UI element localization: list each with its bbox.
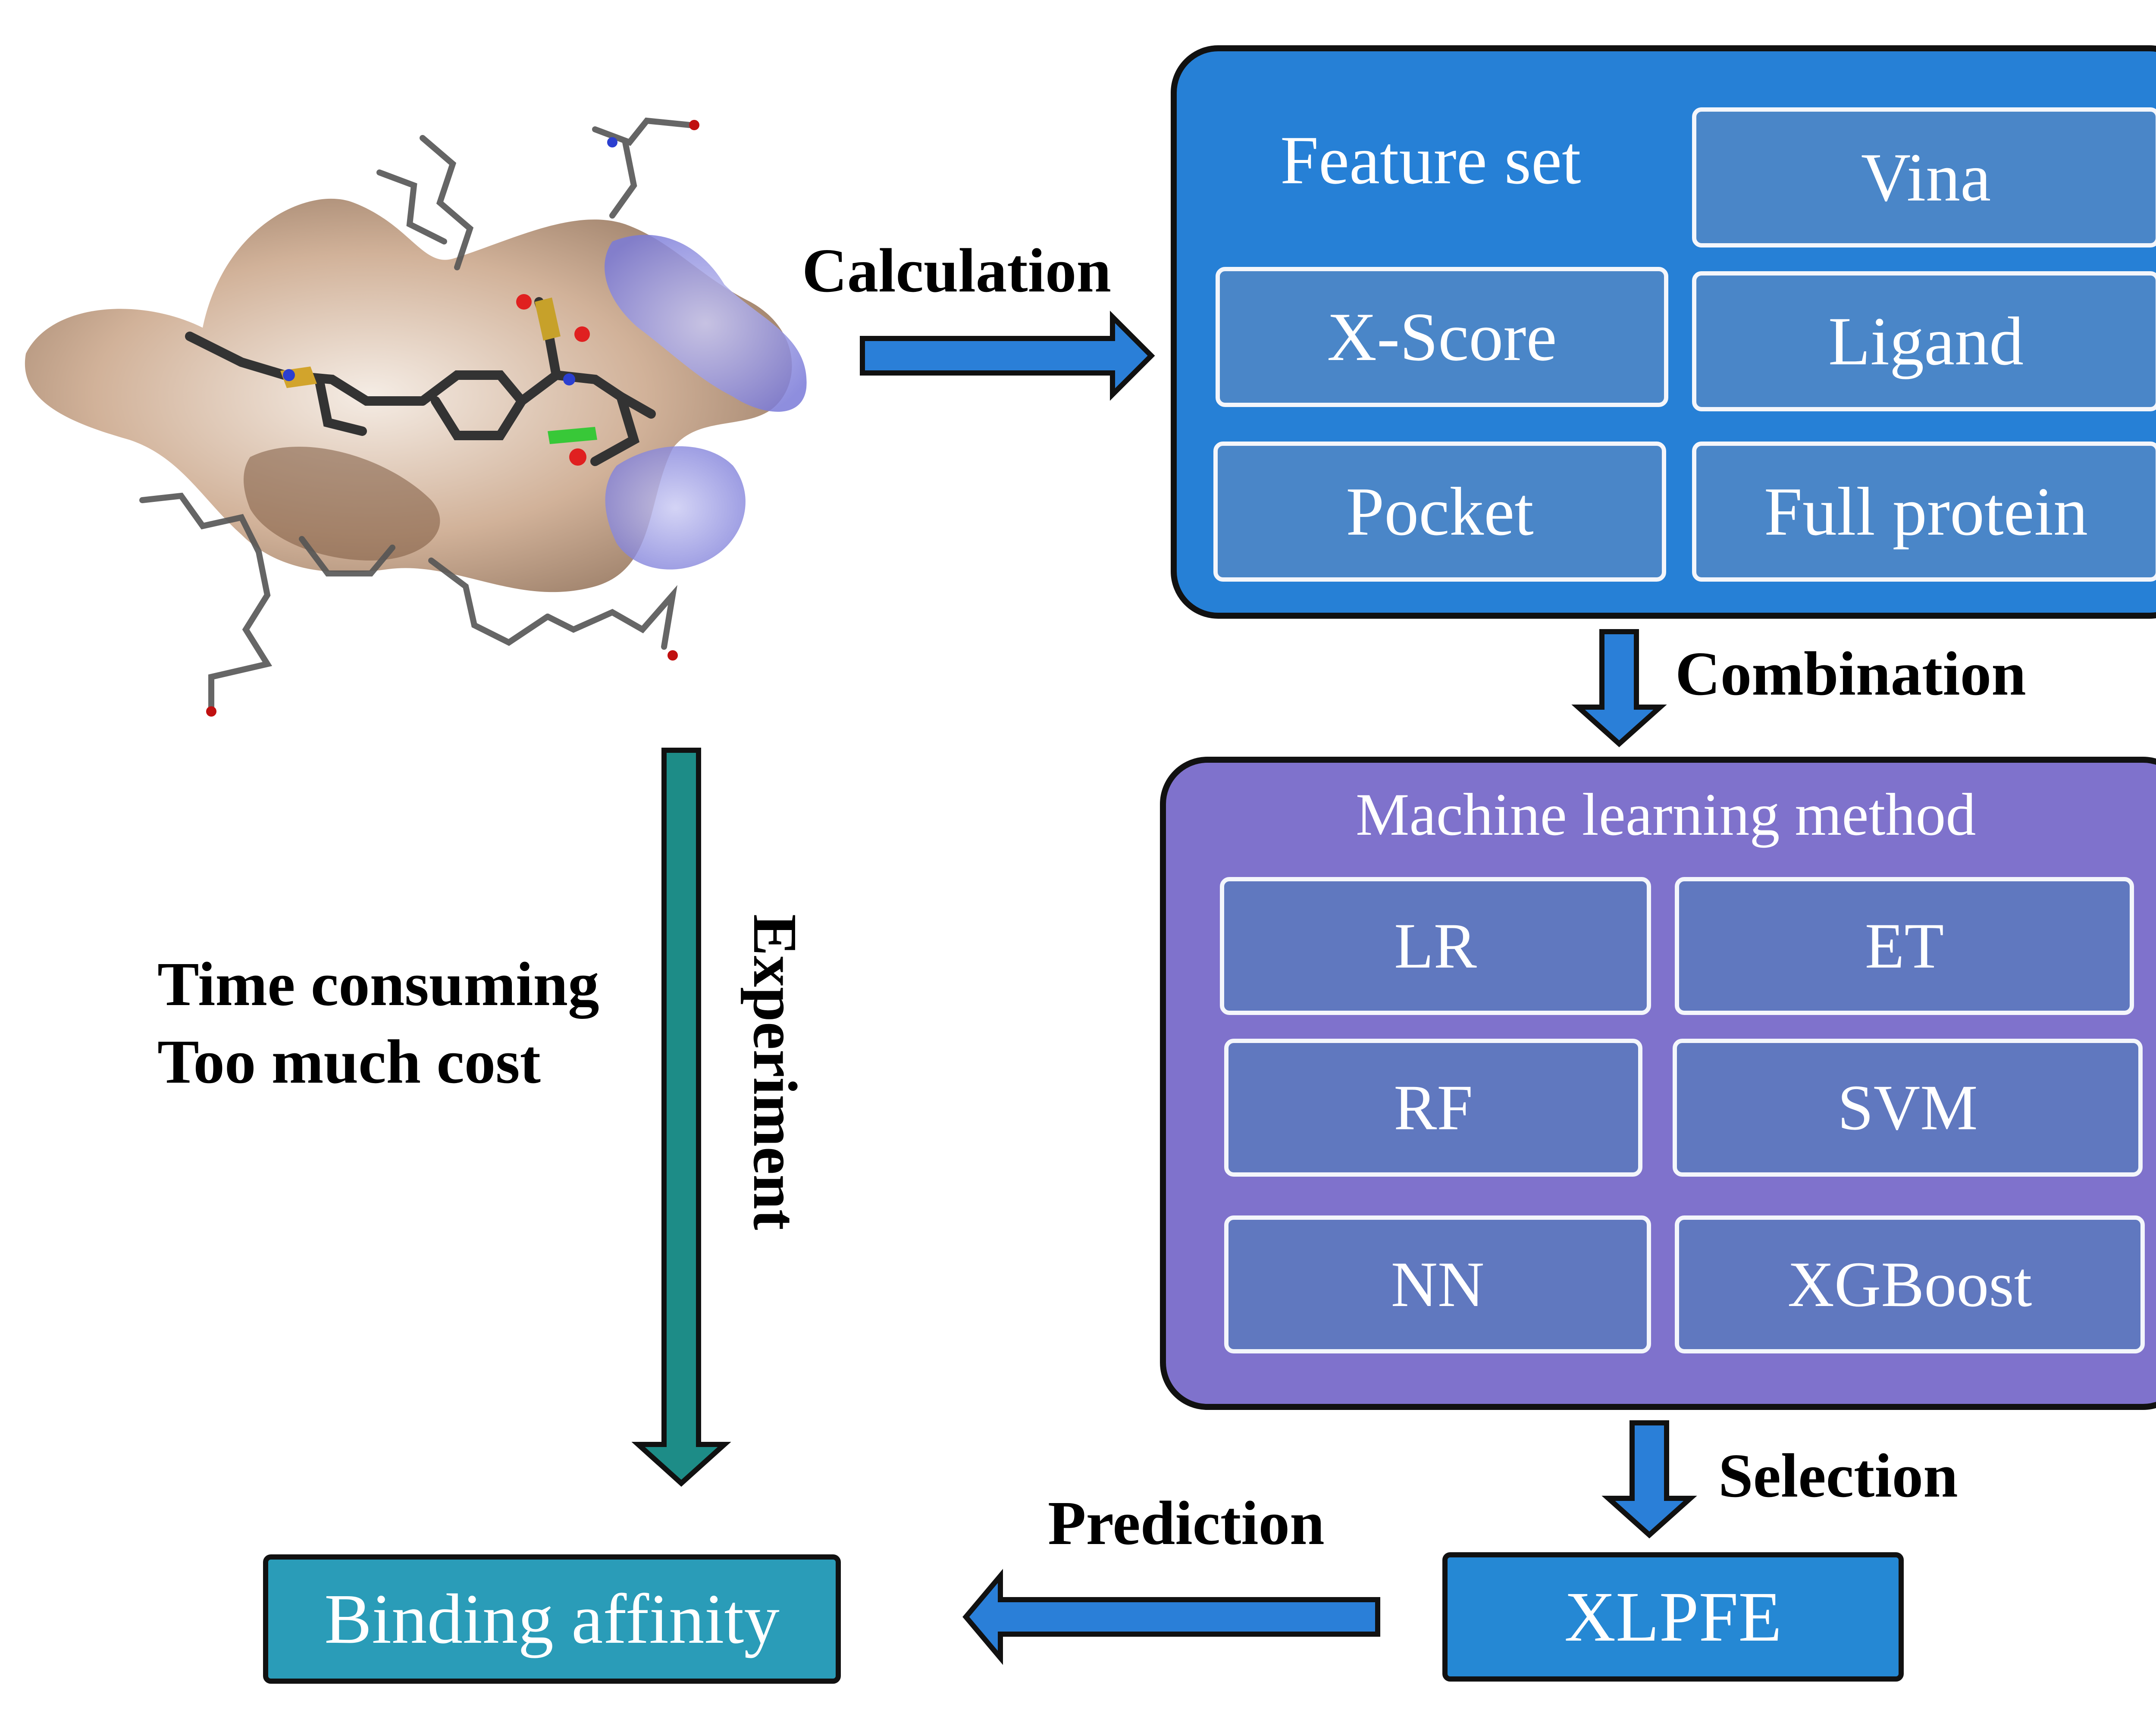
drawback-time: Time consuming <box>157 950 599 1019</box>
ml-rf: RF <box>1224 1039 1642 1177</box>
feature-set-title: Feature set <box>1280 122 1581 198</box>
binding-affinity-box: Binding affinity <box>263 1554 841 1684</box>
ligand-atoms <box>206 120 699 717</box>
combination-arrow <box>1571 629 1667 748</box>
ml-method-title: Machine learning method <box>1356 781 1976 848</box>
feature-x-score: X-Score <box>1216 267 1668 407</box>
ml-nn: NN <box>1224 1215 1651 1353</box>
selection-label: Selection <box>1718 1441 1958 1510</box>
selection-arrow <box>1601 1420 1697 1539</box>
feature-pocket: Pocket <box>1213 442 1666 582</box>
xlpfe-box: XLPFE <box>1442 1552 1904 1682</box>
ml-xgboost: XGBoost <box>1675 1215 2145 1353</box>
feature-full-protein: Full protein <box>1692 442 2156 582</box>
ml-lr: LR <box>1220 877 1651 1015</box>
ml-method-panel: Machine learning method LR ET RF SVM NN … <box>1160 757 2156 1410</box>
drawback-cost: Too much cost <box>157 1027 541 1096</box>
calculation-arrow <box>860 310 1155 401</box>
ml-svm: SVM <box>1673 1039 2143 1177</box>
calculation-label: Calculation <box>802 236 1111 305</box>
prediction-label: Prediction <box>1048 1489 1325 1558</box>
feature-ligand: Ligand <box>1692 271 2156 411</box>
ml-et: ET <box>1675 877 2134 1015</box>
residue-sticks <box>139 117 693 710</box>
protein-surface <box>25 198 807 592</box>
experiment-arrow <box>631 748 731 1487</box>
feature-vina: Vina <box>1692 107 2156 247</box>
experiment-label: Experiment <box>740 914 809 1230</box>
prediction-arrow <box>962 1569 1380 1665</box>
feature-set-panel: Feature set Vina X-Score Ligand Pocket F… <box>1171 45 2156 619</box>
combination-label: Combination <box>1675 639 2026 708</box>
